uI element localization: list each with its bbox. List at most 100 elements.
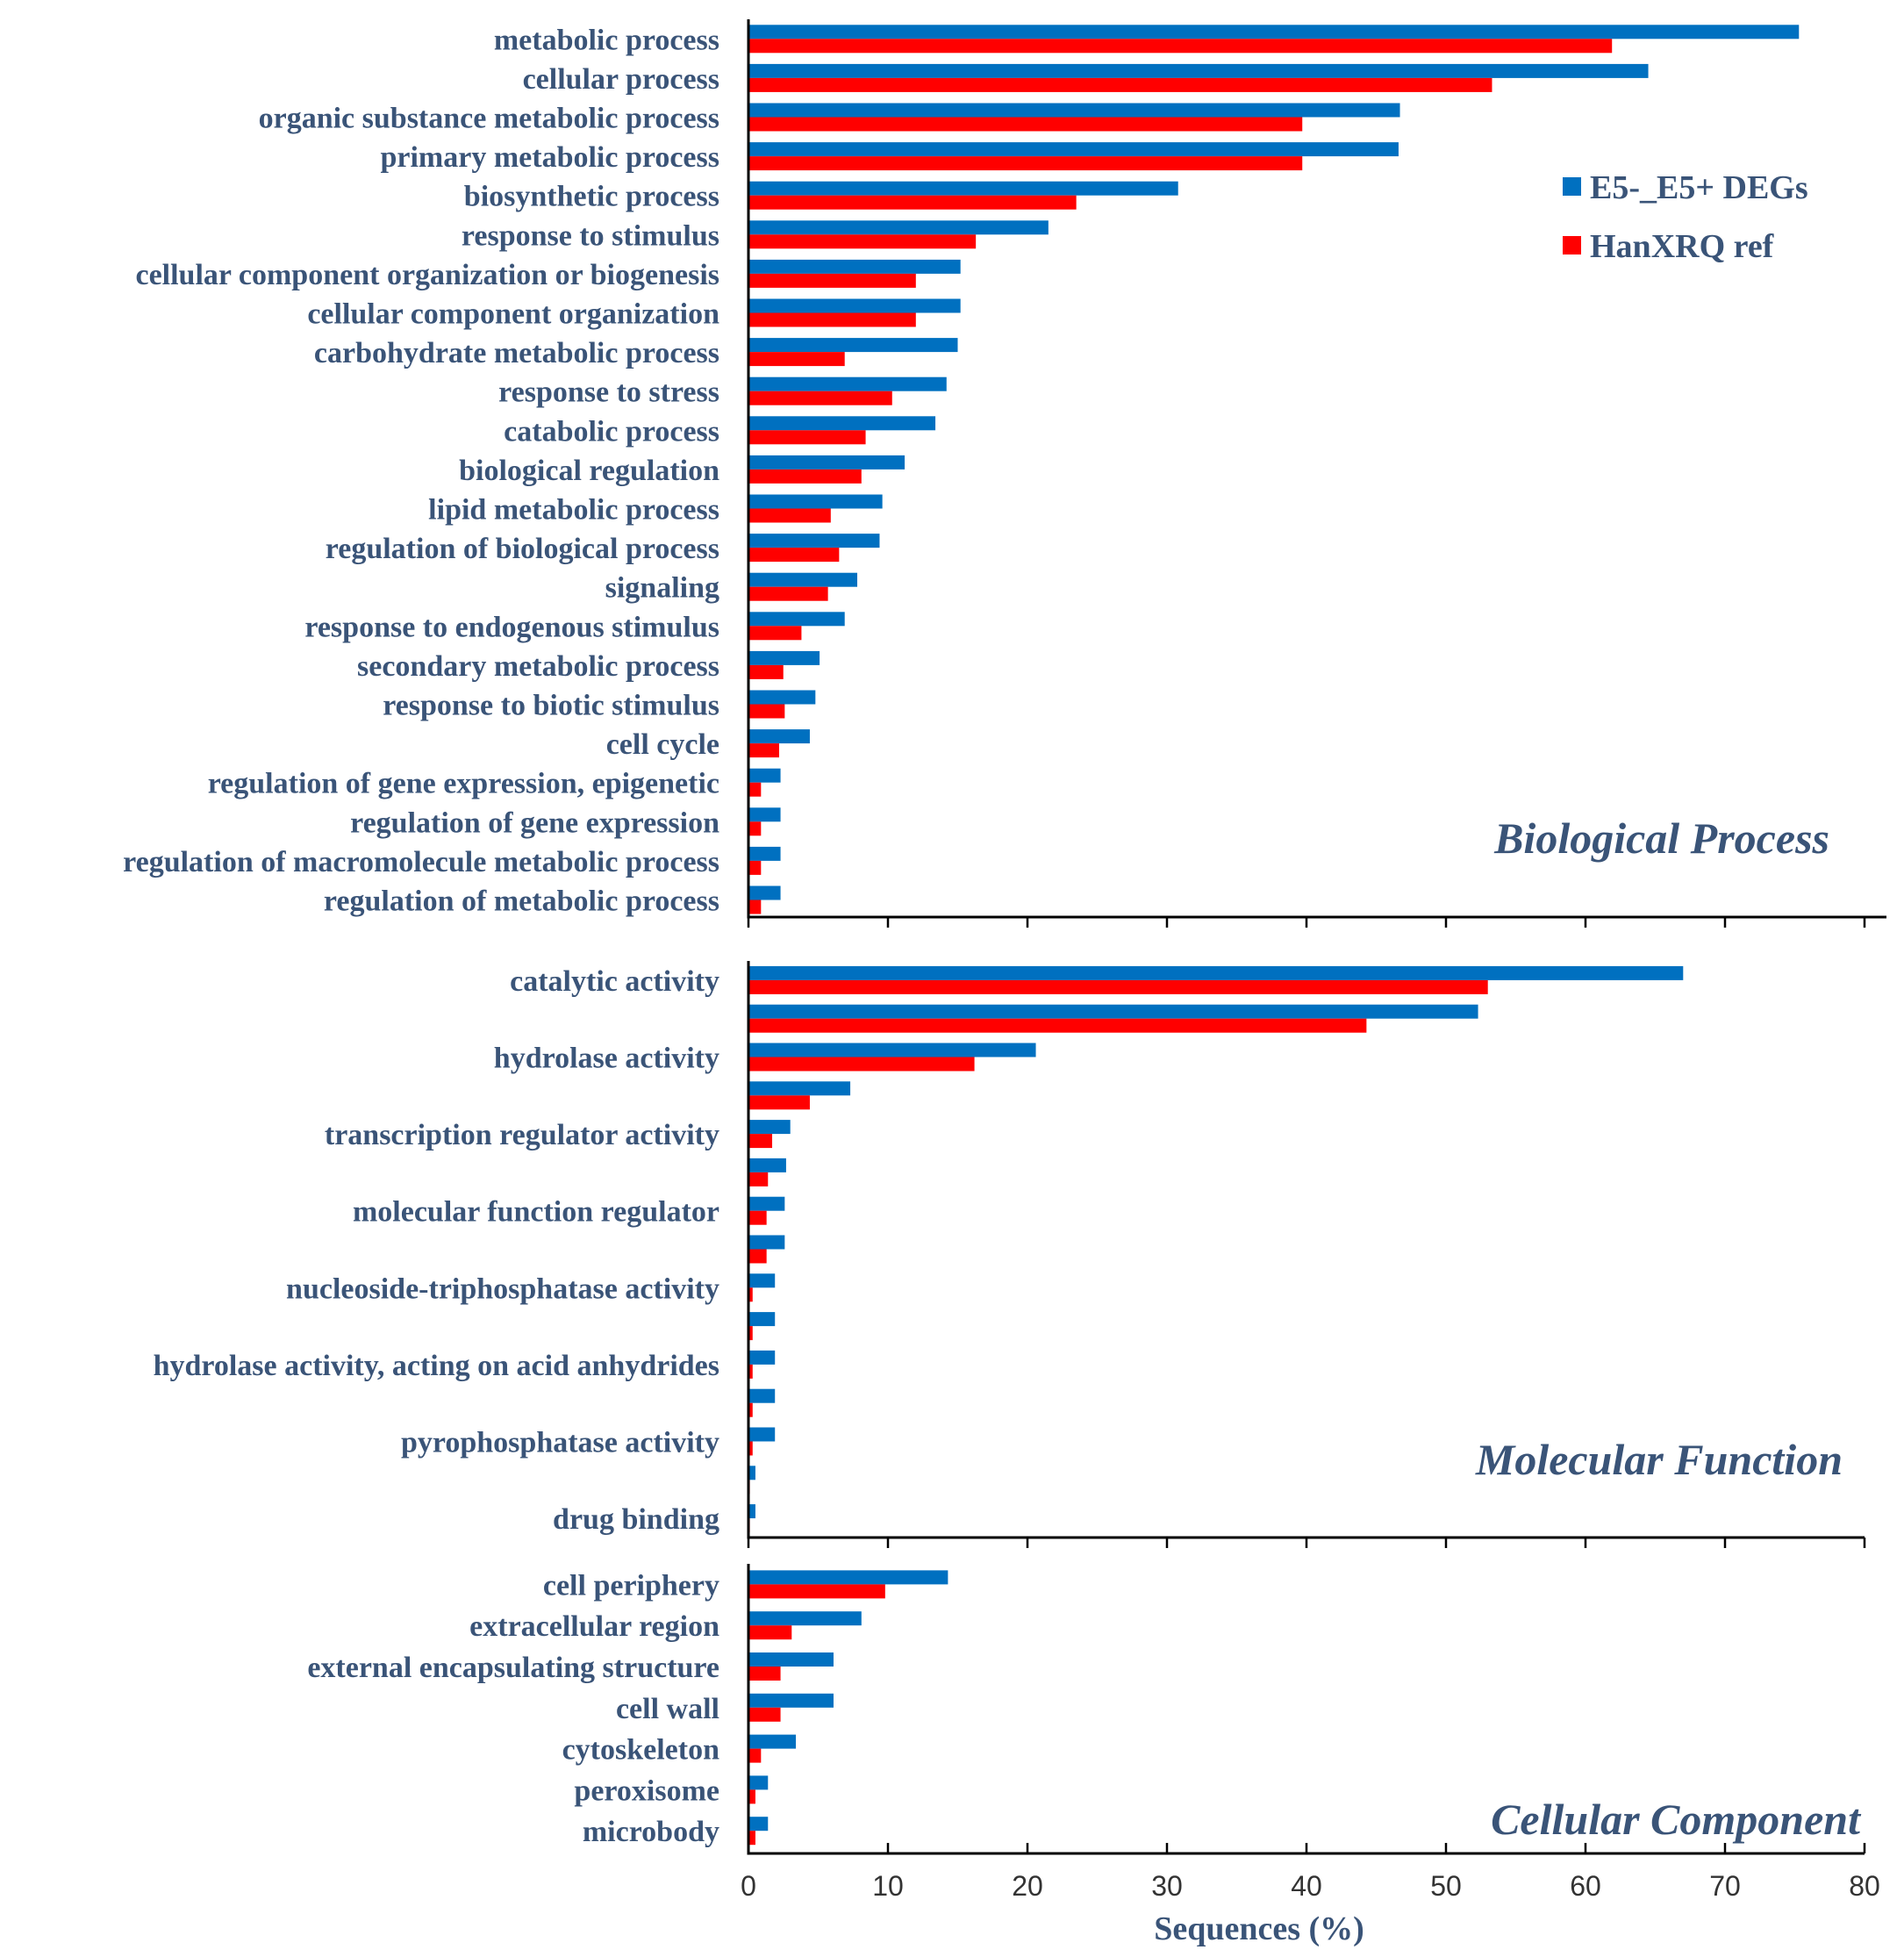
category-label: external encapsulating structure bbox=[307, 1652, 719, 1684]
bar-degs bbox=[748, 103, 1400, 118]
bar-degs bbox=[748, 1312, 776, 1327]
bar-degs bbox=[748, 1081, 851, 1096]
x-tick-label: 30 bbox=[1151, 1870, 1183, 1902]
bar-ref bbox=[748, 391, 892, 405]
x-tick-label: 50 bbox=[1430, 1870, 1462, 1902]
category-label: hydrolase activity bbox=[494, 1043, 719, 1075]
category-label: signaling bbox=[605, 572, 719, 605]
panel-title-biological-process: Biological Process bbox=[1493, 814, 1829, 863]
bar-degs bbox=[748, 494, 883, 509]
bar-degs bbox=[748, 416, 936, 431]
bar-degs bbox=[748, 807, 781, 822]
legend: E5-_E5+ DEGs HanXRQ ref bbox=[1563, 169, 1808, 265]
bar-degs bbox=[748, 259, 961, 274]
bar-ref bbox=[748, 979, 1488, 994]
category-label: cellular process bbox=[523, 63, 719, 96]
bar-ref bbox=[748, 1134, 773, 1149]
bar-degs bbox=[748, 298, 961, 313]
bar-degs bbox=[748, 1158, 786, 1172]
category-label: response to endogenous stimulus bbox=[304, 611, 719, 643]
bar-ref bbox=[748, 1364, 753, 1379]
category-label: response to stress bbox=[498, 376, 719, 409]
category-label: transcription regulator activity bbox=[325, 1119, 719, 1151]
bar-degs bbox=[748, 1273, 776, 1288]
bar-ref bbox=[748, 1287, 753, 1302]
x-tick-label: 70 bbox=[1709, 1870, 1741, 1902]
bar-ref bbox=[748, 1018, 1367, 1033]
category-label: regulation of biological process bbox=[326, 533, 719, 565]
bar-ref bbox=[748, 117, 1303, 132]
bar-degs bbox=[748, 220, 1049, 235]
bar-degs bbox=[748, 768, 781, 783]
category-label: lipid metabolic process bbox=[428, 494, 719, 527]
bar-degs bbox=[748, 965, 1684, 980]
legend-label-degs: E5-_E5+ DEGs bbox=[1590, 169, 1808, 206]
category-label: response to biotic stimulus bbox=[383, 690, 719, 722]
bar-degs bbox=[748, 1466, 755, 1480]
bar-degs bbox=[748, 612, 845, 627]
category-label: cell periphery bbox=[543, 1569, 719, 1602]
bar-degs bbox=[748, 1235, 785, 1250]
category-label: hydrolase activity, acting on acid anhyd… bbox=[154, 1350, 719, 1382]
x-tick-label: 40 bbox=[1291, 1870, 1322, 1902]
bar-degs bbox=[748, 1775, 769, 1790]
bar-degs bbox=[748, 1004, 1478, 1019]
category-label: extracellular region bbox=[469, 1610, 719, 1643]
bar-degs bbox=[748, 690, 816, 705]
bar-degs bbox=[748, 338, 958, 353]
bar-ref bbox=[748, 1326, 753, 1341]
bar-ref bbox=[748, 1707, 781, 1722]
category-label: cytoskeleton bbox=[562, 1734, 720, 1767]
bar-ref bbox=[748, 77, 1492, 92]
axes-layer bbox=[747, 19, 1886, 1855]
category-label: nucleoside-triphosphatase activity bbox=[286, 1272, 719, 1305]
bar-ref bbox=[748, 430, 866, 445]
bar-ref bbox=[748, 821, 762, 836]
category-label: microbody bbox=[583, 1816, 719, 1848]
labels-layer: metabolic process cellular process organic… bbox=[123, 24, 1880, 1902]
legend-label-ref: HanXRQ ref bbox=[1590, 228, 1775, 265]
bar-degs bbox=[748, 1734, 797, 1749]
bar-ref bbox=[748, 508, 831, 523]
category-label: biosynthetic process bbox=[464, 181, 719, 213]
bar-degs bbox=[748, 1611, 862, 1626]
bar-ref bbox=[748, 548, 840, 563]
bar-degs bbox=[748, 534, 880, 548]
bar-ref bbox=[748, 1625, 792, 1640]
bar-ref bbox=[748, 469, 862, 484]
bar-ref bbox=[748, 704, 785, 719]
bar-ref bbox=[748, 664, 784, 679]
category-label: regulation of metabolic process bbox=[324, 885, 719, 918]
bar-ref bbox=[748, 1210, 767, 1225]
x-tick-label: 80 bbox=[1849, 1870, 1880, 1902]
bar-degs bbox=[748, 1120, 791, 1135]
category-label: cell cycle bbox=[606, 728, 719, 761]
bar-ref bbox=[748, 273, 916, 288]
bar-ref bbox=[748, 1172, 769, 1186]
bar-ref bbox=[748, 1402, 753, 1417]
bar-degs bbox=[748, 1043, 1036, 1057]
bar-ref bbox=[748, 586, 828, 601]
bar-ref bbox=[748, 860, 762, 875]
category-label: catalytic activity bbox=[510, 965, 719, 998]
bars-layer bbox=[748, 25, 1800, 1846]
bar-degs bbox=[748, 1817, 769, 1832]
x-tick-label: 20 bbox=[1012, 1870, 1043, 1902]
bar-degs bbox=[748, 181, 1178, 196]
category-label: catabolic process bbox=[504, 415, 719, 448]
bar-ref bbox=[748, 743, 779, 758]
bar-degs bbox=[748, 63, 1649, 78]
bar-ref bbox=[748, 1831, 755, 1846]
bar-ref bbox=[748, 1249, 767, 1264]
x-tick-label: 60 bbox=[1570, 1870, 1601, 1902]
legend-swatch-ref bbox=[1563, 236, 1581, 254]
category-label: cellular component organization bbox=[307, 298, 719, 331]
x-tick-label: 0 bbox=[741, 1870, 756, 1902]
bar-degs bbox=[748, 1504, 755, 1519]
bar-ref bbox=[748, 352, 845, 367]
bar-degs bbox=[748, 572, 858, 587]
category-label: organic substance metabolic process bbox=[259, 103, 719, 135]
bar-degs bbox=[748, 1427, 776, 1442]
legend-swatch-degs bbox=[1563, 177, 1581, 196]
bar-degs bbox=[748, 1388, 776, 1403]
